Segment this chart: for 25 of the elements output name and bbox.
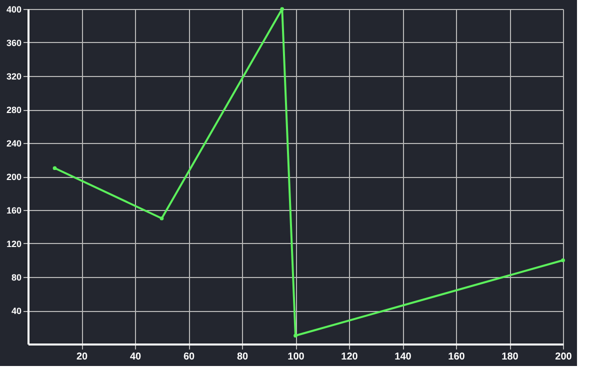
y-tick-label: 360 <box>6 38 22 48</box>
point <box>160 216 164 220</box>
point <box>280 7 284 11</box>
x-tick-label: 100 <box>288 352 305 362</box>
x-tick-label: 40 <box>130 352 142 362</box>
y-tick-label: 240 <box>6 138 22 148</box>
point <box>561 258 565 262</box>
x-tick-label: 200 <box>555 352 572 362</box>
point <box>294 334 298 338</box>
y-tick-label: 120 <box>6 239 22 249</box>
x-tick-label: 120 <box>341 352 358 362</box>
y-tick-label: 320 <box>6 72 22 82</box>
y-tick-label: 400 <box>6 4 22 14</box>
x-tick-label: 160 <box>448 352 466 362</box>
x-tick-label: 60 <box>183 352 195 362</box>
y-tick-label: 40 <box>11 306 22 316</box>
x-tick-label: 20 <box>76 352 88 362</box>
y-tick-label: 80 <box>11 272 22 282</box>
x-tick-label: 180 <box>502 352 519 362</box>
y-tick-label: 200 <box>6 172 22 182</box>
x-tick-label: 140 <box>394 352 412 362</box>
y-tick-label: 160 <box>6 206 22 216</box>
point <box>52 166 57 170</box>
y-tick-label: 280 <box>6 105 22 115</box>
x-tick-label: 80 <box>236 352 248 362</box>
